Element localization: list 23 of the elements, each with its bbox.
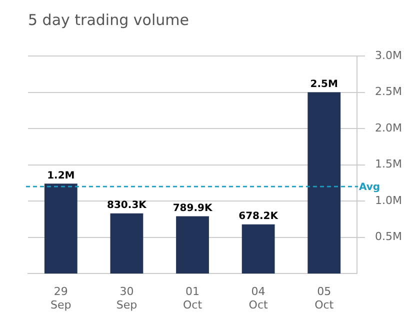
data-label: 830.3K <box>107 200 148 211</box>
x-tick-label: 05 Oct <box>314 285 334 312</box>
x-tick-label: 04 Oct <box>248 285 268 312</box>
y-tick-label: 1.0M <box>375 194 402 207</box>
data-label: 678.2K <box>238 211 280 222</box>
data-label: 789.9K <box>172 202 214 214</box>
data-label: 1.2M <box>47 170 75 182</box>
x-tick-label: 30 Sep <box>116 285 138 312</box>
bar <box>176 216 209 274</box>
y-tick-label: 2.0M <box>375 121 402 134</box>
x-tick-label: 01 Oct <box>182 285 203 312</box>
x-tick-label: 29 Sep <box>50 285 72 312</box>
chart-title: 5 day trading volume <box>28 10 189 29</box>
bar <box>308 92 341 274</box>
ref-line-label: Avg <box>359 182 380 194</box>
bar <box>110 213 144 274</box>
y-tick-label: 2.5M <box>375 85 402 98</box>
bar <box>242 224 275 274</box>
y-tick-label: 1.5M <box>375 158 402 171</box>
y-tick-label: 3.0M <box>375 48 402 62</box>
data-label: 2.5M <box>310 78 338 90</box>
bar <box>44 184 78 274</box>
y-tick-label: 0.5M <box>375 230 402 244</box>
